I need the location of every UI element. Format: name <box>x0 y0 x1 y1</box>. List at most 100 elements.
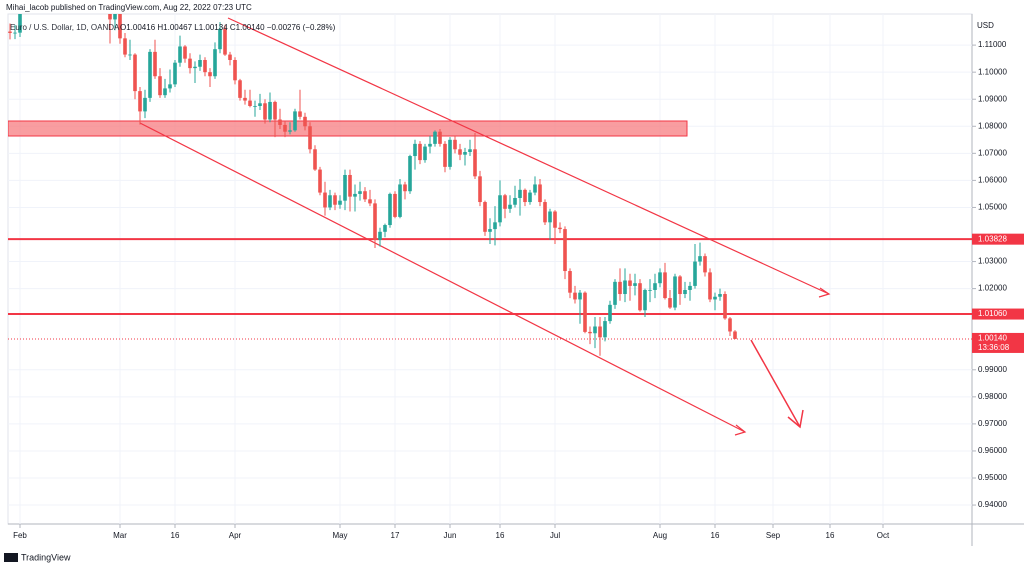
candle-body <box>723 294 727 319</box>
candle-body <box>8 31 12 33</box>
candle-body <box>308 126 312 150</box>
candle-body <box>488 229 492 232</box>
candle-body <box>178 46 182 63</box>
candle-body <box>718 294 722 297</box>
candle-body <box>533 184 537 193</box>
candle-body <box>438 131 442 144</box>
candle-body <box>588 331 592 334</box>
last-price-badge <box>972 332 1024 353</box>
candle-body <box>168 84 172 89</box>
candle-body <box>108 14 112 20</box>
candle-body <box>118 14 122 39</box>
candle-body <box>128 54 132 56</box>
candle-body <box>293 111 297 131</box>
candle-body <box>658 272 662 284</box>
arrow-head <box>818 287 831 298</box>
candle-body <box>333 195 337 205</box>
candle-body <box>513 197 517 205</box>
x-tick-label: 16 <box>826 531 835 540</box>
candle-body <box>378 231 382 240</box>
y-tick-label: 1.10000 <box>978 67 1007 76</box>
brand-logo <box>4 553 18 562</box>
candle-body <box>638 283 642 311</box>
x-tick-label: Mar <box>113 531 127 540</box>
y-tick-label: 0.97000 <box>978 419 1007 428</box>
candle-body <box>728 318 732 332</box>
candle-body <box>598 326 602 338</box>
candle-body <box>563 229 567 272</box>
candle-body <box>493 222 497 230</box>
candle-body <box>473 149 477 177</box>
candle-body <box>258 103 262 106</box>
x-tick-label: Jun <box>444 531 457 540</box>
brand: TradingView <box>21 552 71 562</box>
candle-body <box>433 131 437 144</box>
candle-body <box>523 189 527 203</box>
candle-body <box>618 281 622 295</box>
candle-body <box>158 76 162 96</box>
candle-body <box>693 261 697 286</box>
candle-body <box>183 46 187 59</box>
candle-body <box>243 97 247 101</box>
candle-body <box>323 192 327 208</box>
candle-body <box>153 51 157 77</box>
candle-body <box>683 289 687 295</box>
candle-body <box>448 139 452 167</box>
level-label: 1.03828 <box>978 234 1007 243</box>
candle-body <box>213 49 217 77</box>
level-label: 1.01060 <box>978 309 1007 318</box>
candle-body <box>648 289 652 291</box>
candle-body <box>403 184 407 192</box>
candle-body <box>358 191 362 194</box>
x-tick-label: Apr <box>229 531 242 540</box>
candle-body <box>593 326 597 334</box>
candle-body <box>288 130 292 132</box>
candle-body <box>228 54 232 60</box>
x-tick-label: May <box>332 531 347 540</box>
candle-body <box>303 116 307 127</box>
candle-body <box>218 28 222 50</box>
candle-body <box>163 88 167 96</box>
candle-body <box>528 192 532 203</box>
candle-body <box>633 283 637 286</box>
candle-body <box>668 298 672 308</box>
arrow-head <box>787 409 804 429</box>
channel-upper <box>227 17 830 295</box>
candle-body <box>478 176 482 203</box>
candle-body <box>578 292 582 300</box>
candle-body <box>298 111 302 117</box>
candle-body <box>148 51 152 98</box>
y-tick-label: 1.11000 <box>978 40 1007 49</box>
y-tick-label: 0.94000 <box>978 500 1007 509</box>
y-tick-label: 1.03000 <box>978 257 1007 266</box>
candle-body <box>133 54 137 92</box>
candle-body <box>278 119 282 125</box>
axes: 1.11000 1.10000 1.09000 1.08000 1.07000 1.060… <box>13 40 1024 540</box>
publish-line: Mihai_lacob published on TradingView.com… <box>6 3 252 12</box>
candle-body <box>643 289 647 311</box>
candle-body <box>18 14 22 33</box>
candle-body <box>318 169 322 193</box>
candle-body <box>223 28 227 55</box>
candle-body <box>558 227 562 230</box>
grid <box>8 14 972 524</box>
candle-body <box>233 59 237 81</box>
x-tick-label: 16 <box>711 531 720 540</box>
candle-body <box>343 174 347 201</box>
candle-body <box>188 58 192 69</box>
candle-body <box>548 211 552 223</box>
candle-body <box>538 184 542 203</box>
candle-body <box>733 331 737 339</box>
candle-body <box>263 103 267 120</box>
candle-body <box>678 276 682 295</box>
candle-body <box>203 59 207 73</box>
candle-body <box>273 101 277 120</box>
candle-body <box>238 80 242 98</box>
y-tick-label: 1.05000 <box>978 203 1007 212</box>
x-tick-label: 16 <box>171 531 180 540</box>
candle-body <box>703 256 707 273</box>
candle-body <box>568 271 572 293</box>
x-tick-label: Feb <box>13 531 27 540</box>
candle-body <box>443 143 447 167</box>
